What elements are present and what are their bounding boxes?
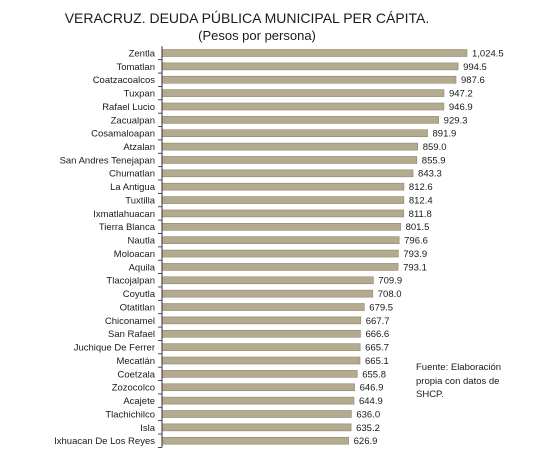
category-label: Zentla bbox=[129, 48, 156, 59]
category-label: Mecatlán bbox=[116, 356, 155, 367]
data-label: 855.9 bbox=[422, 155, 446, 166]
category-label: Coatzacoalcos bbox=[93, 75, 156, 86]
category-label: Tlacojalpan bbox=[106, 276, 155, 287]
category-label: Tierra Blanca bbox=[99, 222, 156, 233]
data-label: 994.5 bbox=[463, 62, 487, 73]
category-label: Tuxpan bbox=[124, 89, 155, 100]
category-label: San Rafael bbox=[108, 329, 155, 340]
category-label: Chiconamel bbox=[105, 316, 155, 327]
bar bbox=[161, 102, 445, 111]
data-label: 812.6 bbox=[409, 182, 433, 193]
bar bbox=[161, 410, 352, 418]
data-label: 811.8 bbox=[409, 209, 432, 220]
category-label: La Antigua bbox=[110, 182, 156, 193]
data-label: 665.7 bbox=[365, 343, 389, 354]
bar bbox=[161, 356, 361, 365]
category-label: Juchique De Ferrer bbox=[74, 343, 155, 354]
data-label: 987.6 bbox=[461, 75, 485, 86]
bar bbox=[161, 116, 439, 124]
category-label: Tlachichilco bbox=[105, 409, 155, 420]
category-label: Isla bbox=[140, 423, 156, 434]
category-label: Tomatlan bbox=[116, 62, 155, 73]
bar bbox=[161, 289, 374, 298]
data-label: 859.0 bbox=[423, 142, 447, 153]
data-label: 666.6 bbox=[365, 329, 389, 340]
data-label: 843.3 bbox=[418, 169, 442, 180]
category-label: San Andres Tenejapan bbox=[60, 155, 155, 166]
bar bbox=[161, 142, 419, 151]
bar bbox=[161, 75, 457, 84]
category-label: Coetzala bbox=[118, 369, 156, 380]
category-label: Atzalan bbox=[123, 142, 155, 153]
bar bbox=[161, 383, 355, 392]
bar bbox=[161, 89, 445, 97]
data-label: 646.9 bbox=[360, 383, 384, 394]
bar bbox=[161, 209, 404, 218]
bar bbox=[161, 49, 468, 57]
category-label: Nautla bbox=[128, 236, 156, 247]
category-label: Tuxtilla bbox=[125, 195, 155, 206]
category-label: Coyutla bbox=[123, 289, 156, 300]
data-label: 709.9 bbox=[378, 276, 402, 287]
category-label: Cosamaloapan bbox=[91, 129, 155, 140]
data-label: 635.2 bbox=[356, 423, 380, 434]
category-label: Chumatlan bbox=[109, 169, 155, 180]
data-label: 1,024.5 bbox=[472, 48, 504, 59]
data-label: 796.6 bbox=[404, 236, 428, 247]
category-label: Zozocolco bbox=[112, 383, 155, 394]
bar bbox=[161, 396, 355, 405]
data-label: 667.7 bbox=[366, 316, 390, 327]
category-label: Zacualpan bbox=[111, 115, 155, 126]
bar bbox=[161, 436, 349, 445]
bar bbox=[161, 223, 401, 231]
category-label: Aquila bbox=[129, 262, 156, 273]
category-label: Rafael Lucio bbox=[102, 102, 155, 113]
data-label: 655.8 bbox=[362, 369, 386, 380]
category-label: Otatitlan bbox=[120, 302, 155, 313]
category-label: Moloacan bbox=[114, 249, 155, 260]
data-label: 793.9 bbox=[403, 249, 427, 260]
bar bbox=[161, 182, 405, 191]
bar bbox=[161, 329, 361, 338]
bar bbox=[161, 263, 399, 271]
data-label: 626.9 bbox=[354, 436, 378, 447]
bar bbox=[161, 62, 459, 71]
chart-subtitle: (Pesos por persona) bbox=[198, 28, 316, 43]
data-label: 793.1 bbox=[403, 262, 427, 273]
data-label: 946.9 bbox=[449, 102, 473, 113]
data-label: 812.4 bbox=[409, 195, 433, 206]
data-label: 665.1 bbox=[365, 356, 389, 367]
bar bbox=[161, 169, 414, 178]
chart-title: VERACRUZ. DEUDA PÚBLICA MUNICIPAL PER CÁ… bbox=[64, 10, 430, 26]
bar bbox=[161, 276, 374, 285]
data-label: 929.3 bbox=[444, 115, 468, 126]
bar bbox=[161, 370, 358, 378]
category-label: Ixhuacan De Los Reyes bbox=[54, 436, 155, 447]
data-label: 708.0 bbox=[378, 289, 402, 300]
bar bbox=[161, 423, 352, 432]
data-label: 891.9 bbox=[433, 129, 457, 140]
data-label: 679.5 bbox=[369, 302, 393, 313]
data-label: 801.5 bbox=[406, 222, 430, 233]
bar bbox=[161, 236, 400, 244]
category-label: Ixmatlahuacan bbox=[93, 209, 155, 220]
bar bbox=[161, 196, 405, 204]
bar bbox=[161, 249, 399, 258]
bar bbox=[161, 343, 361, 351]
data-label: 636.0 bbox=[356, 409, 380, 420]
bar bbox=[161, 129, 428, 138]
bar bbox=[161, 316, 362, 325]
bar bbox=[161, 156, 418, 164]
category-label: Acajete bbox=[123, 396, 155, 407]
data-label: 947.2 bbox=[449, 89, 473, 100]
data-label: 644.9 bbox=[359, 396, 383, 407]
source-note: Fuente: Elaboración propia con datos de … bbox=[416, 362, 502, 400]
bar bbox=[161, 303, 365, 311]
